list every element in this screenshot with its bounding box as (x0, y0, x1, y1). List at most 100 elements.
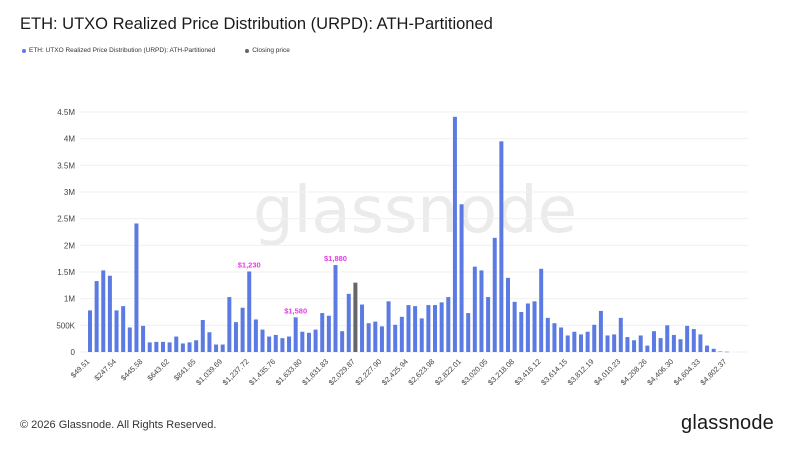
x-tick-label: $1,237.72 (221, 357, 251, 387)
bar (194, 340, 199, 352)
y-tick-label: 1M (64, 295, 75, 304)
bar (532, 301, 537, 352)
chart-plot: glassnode 0500K1M1.5M2M2.5M3M3.5M4M4.5M … (56, 108, 748, 387)
x-tick-label: $247.54 (92, 357, 118, 383)
bar (280, 338, 285, 352)
y-tick-label: 3.5M (57, 161, 75, 170)
bar (326, 315, 331, 352)
footer-copyright: © 2026 Glassnode. All Rights Reserved. (20, 419, 217, 431)
bar (220, 344, 225, 352)
bar (413, 306, 418, 352)
bar (479, 270, 484, 352)
bar (658, 338, 663, 352)
bar (174, 336, 179, 352)
x-tick-label: $1,039.69 (194, 357, 224, 387)
bar (705, 345, 710, 352)
bar (386, 301, 391, 352)
y-tick-label: 2.5M (57, 215, 75, 224)
bar (340, 331, 345, 352)
bar (360, 304, 365, 352)
legend-label: ETH: UTXO Realized Price Distribution (U… (29, 47, 216, 54)
y-tick-label: 4.5M (57, 108, 75, 117)
bar (419, 318, 424, 352)
bar (160, 341, 165, 352)
legend-dot-icon (245, 48, 250, 53)
x-tick-label: $4,010.23 (592, 357, 622, 387)
bar (94, 281, 99, 352)
bar (121, 306, 126, 352)
bar (605, 335, 610, 352)
bar (651, 331, 656, 352)
x-tick-label: $2,822.01 (433, 357, 463, 387)
bar (333, 265, 338, 352)
bar (592, 324, 597, 352)
bar (134, 223, 139, 352)
bar (273, 334, 278, 352)
bar (366, 323, 371, 352)
chart-title: ETH: UTXO Realized Price Distribution (U… (20, 15, 493, 33)
legend-item-urpd[interactable]: ETH: UTXO Realized Price Distribution (U… (22, 47, 215, 54)
x-tick-label: $445.58 (119, 357, 145, 383)
x-tick-label: $4,406.30 (645, 357, 675, 387)
x-tick-label: $841.65 (172, 357, 198, 383)
bar (525, 303, 530, 352)
bar (466, 313, 471, 352)
bar (539, 268, 544, 352)
bar (625, 337, 630, 352)
closing-price-bar (353, 282, 358, 352)
bar (393, 324, 398, 352)
bar (253, 319, 258, 352)
bar (433, 305, 438, 352)
bar (300, 331, 305, 352)
bar (227, 297, 232, 352)
bar (147, 342, 152, 352)
bar (214, 344, 219, 352)
bar (472, 266, 477, 352)
x-tick-label: $2,623.98 (406, 357, 436, 387)
bar (373, 321, 378, 352)
bar (685, 325, 690, 352)
bar (671, 334, 676, 352)
bar (486, 297, 491, 352)
bar (127, 327, 132, 352)
bar (512, 301, 517, 352)
y-tick-label: 3M (64, 188, 75, 197)
x-tick-label: $2,227.90 (353, 357, 383, 387)
bar (200, 320, 205, 352)
bar (545, 317, 550, 352)
bar (578, 334, 583, 352)
legend-item-closing-price[interactable]: Closing price (245, 47, 290, 54)
x-tick-label: $4,208.26 (619, 357, 649, 387)
x-tick-label: $1,831.83 (300, 357, 330, 387)
bar (638, 335, 643, 352)
bar (187, 342, 192, 352)
glassnode-logo: glassnode (681, 412, 774, 434)
bar (114, 310, 119, 352)
x-tick-label: $3,812.19 (566, 357, 596, 387)
bar (572, 331, 577, 352)
bar (446, 297, 451, 352)
bar (426, 305, 431, 352)
bar (107, 275, 112, 352)
x-tick-label: $2,029.87 (327, 357, 357, 387)
bar (552, 323, 557, 352)
y-tick-label: 4M (64, 135, 75, 144)
bar (439, 302, 444, 352)
bar (598, 310, 603, 352)
bar (724, 351, 729, 353)
bar (306, 332, 311, 352)
bar (406, 305, 411, 352)
bar (691, 329, 696, 352)
bar (565, 335, 570, 352)
bar (313, 329, 318, 352)
bar (698, 334, 703, 352)
legend-label: Closing price (252, 47, 290, 54)
bar (88, 310, 92, 352)
price-annotation: $1,880 (324, 254, 347, 263)
bar (101, 270, 106, 352)
bar (645, 345, 650, 352)
bar (240, 307, 245, 352)
x-tick-label: $4,604.33 (672, 357, 702, 387)
bar (346, 293, 351, 352)
bar (180, 343, 185, 352)
